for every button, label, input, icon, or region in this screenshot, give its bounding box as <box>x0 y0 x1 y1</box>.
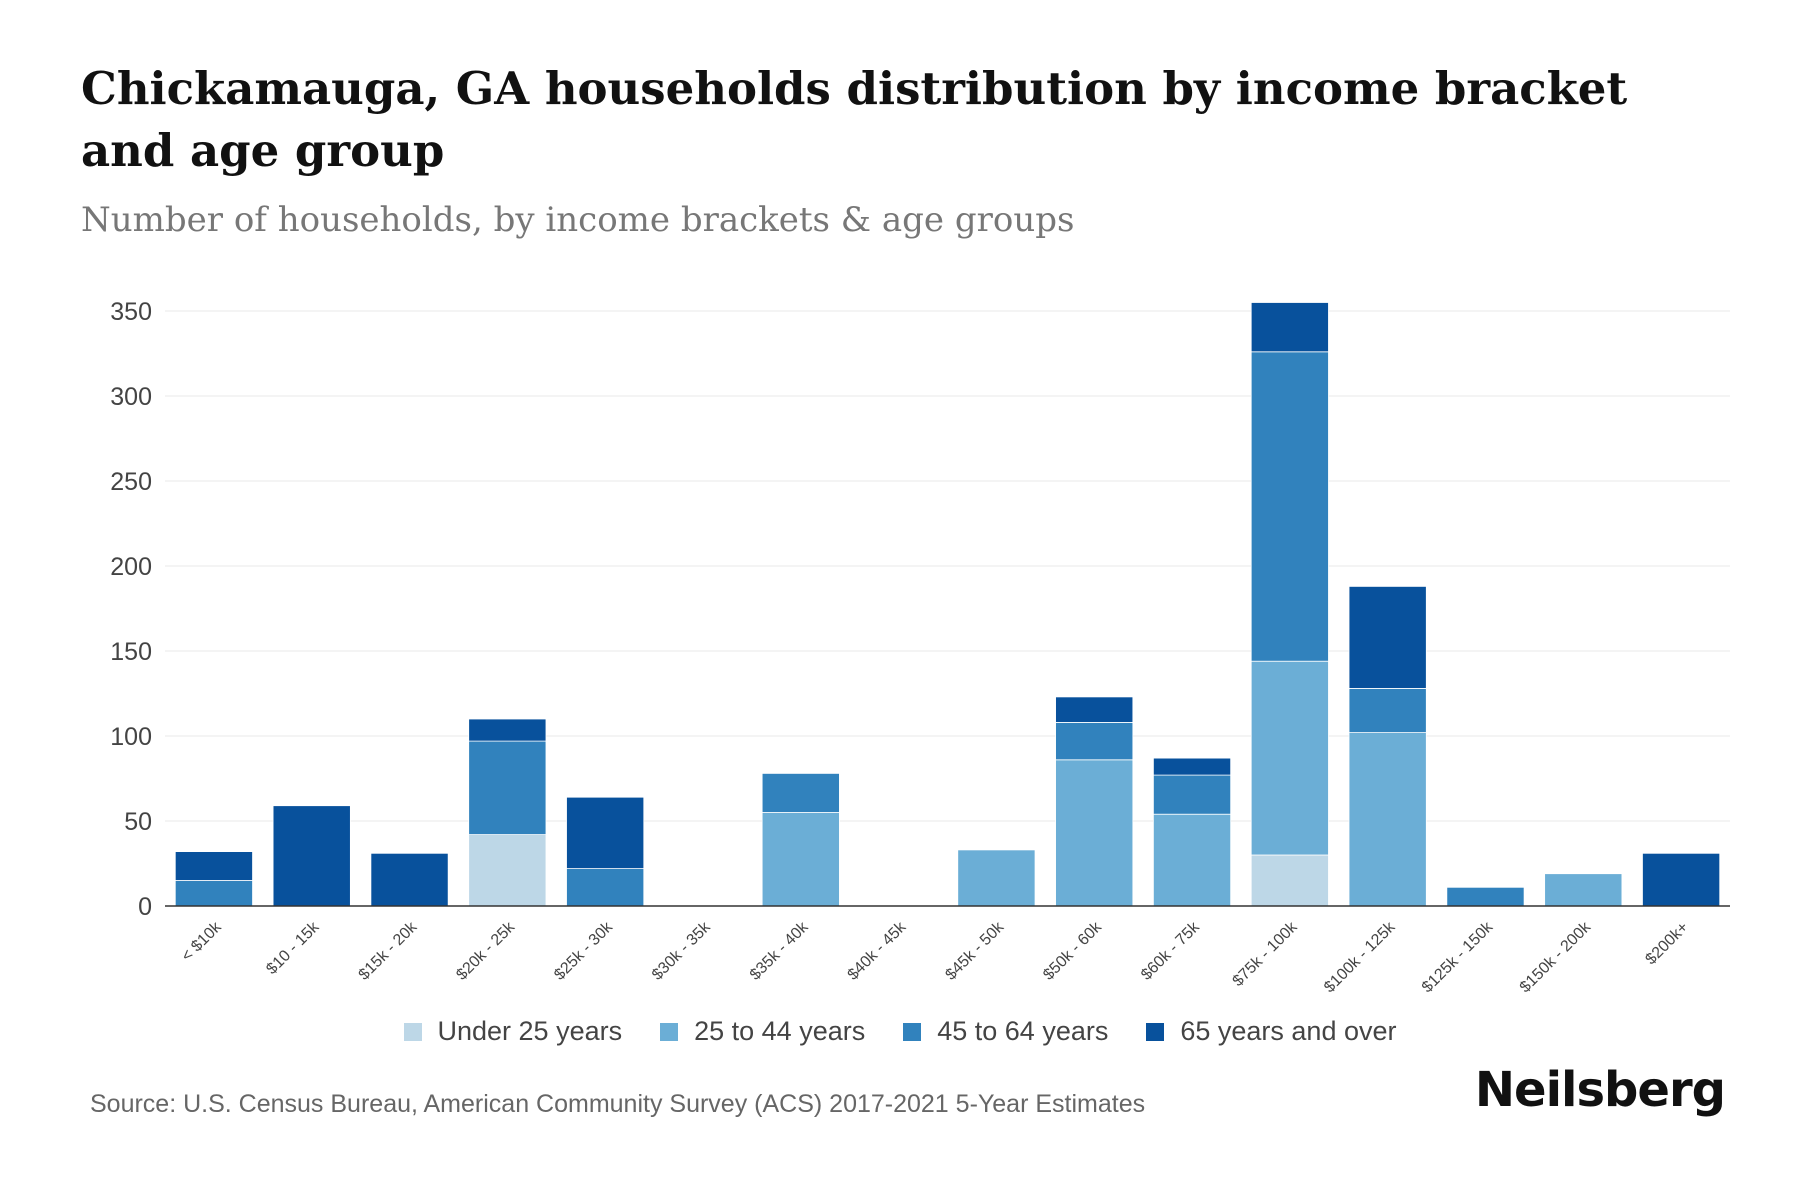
bar-segment <box>468 834 547 907</box>
legend-swatch <box>403 1022 422 1041</box>
x-tick-label: $75k - 100k <box>1230 918 1302 990</box>
y-tick-label: 350 <box>110 298 152 326</box>
bar-segment <box>1544 873 1623 907</box>
bar-segment <box>1055 722 1134 761</box>
x-tick-label: $25k - 30k <box>551 918 617 984</box>
bar-segment <box>370 852 449 907</box>
y-tick-label: 300 <box>110 383 152 411</box>
legend-label: Under 25 years <box>437 1016 623 1046</box>
bar-segment <box>1250 660 1329 856</box>
legend-item: 45 to 64 years <box>903 1016 1108 1047</box>
legend-swatch <box>660 1022 679 1041</box>
x-tick-label: $60k - 75k <box>1138 918 1204 984</box>
y-axis-ticks: 0 50 100 150 200 250 300 350 <box>110 298 152 921</box>
bar-segment <box>1250 302 1329 353</box>
bar-segment <box>1152 813 1232 907</box>
bar-segment <box>1055 759 1134 907</box>
x-tick-label: $35k - 40k <box>747 918 813 984</box>
bar-segment <box>1152 757 1232 776</box>
bar-segment <box>1446 886 1525 907</box>
x-tick-label: $150k - 200k <box>1517 918 1595 996</box>
legend-item: Under 25 years <box>403 1016 623 1047</box>
x-tick-label: $40k - 45k <box>845 918 911 984</box>
x-tick-label: $125k - 150k <box>1419 918 1497 996</box>
legend-swatch <box>903 1022 922 1041</box>
x-tick-label: $15k - 20k <box>356 918 422 984</box>
bar-segment <box>272 805 351 907</box>
bar-segment <box>174 880 253 907</box>
y-tick-label: 200 <box>110 553 152 581</box>
x-axis-ticks: < $10k $10 - 15k $15k - 20k $20k - 25k $25k … <box>178 918 1691 996</box>
x-tick-label: $45k - 50k <box>942 918 1008 984</box>
bar-segment <box>1348 688 1427 734</box>
bar-segment <box>566 796 645 870</box>
bar-segment <box>468 718 547 742</box>
bar-segment <box>468 740 547 835</box>
y-tick-label: 50 <box>124 808 152 836</box>
legend: Under 25 years 25 to 44 years 45 to 64 yea… <box>0 1016 1800 1047</box>
legend-label: 65 years and over <box>1180 1016 1397 1046</box>
x-tick-label: $10 - 15k <box>263 918 323 978</box>
legend-label: 45 to 64 years <box>937 1016 1109 1046</box>
stacked-bar-chart: 0 50 100 150 200 250 300 350 < $10k $10 - 15k $15… <box>110 298 1730 996</box>
bar-segment <box>566 868 645 907</box>
x-tick-label: $30k - 35k <box>649 918 715 984</box>
bar-segment <box>761 773 840 813</box>
y-tick-label: 100 <box>110 723 152 751</box>
bar-segment <box>174 851 253 881</box>
bar-segment <box>1152 774 1232 815</box>
y-tick-label: 150 <box>110 638 152 666</box>
gridlines <box>165 310 1730 822</box>
bar-segment <box>957 849 1036 907</box>
x-tick-label: $20k - 25k <box>453 918 519 984</box>
bar-segment <box>761 812 840 907</box>
bar-segment <box>1055 696 1134 723</box>
neilsberg-logo: Neilsberg <box>1474 1062 1726 1118</box>
x-tick-label: $50k - 60k <box>1040 918 1106 984</box>
y-tick-label: 0 <box>138 893 152 921</box>
bar-segment <box>1642 852 1721 907</box>
legend-item: 25 to 44 years <box>660 1016 865 1047</box>
legend-item: 65 years and over <box>1146 1016 1397 1047</box>
x-tick-label: $200k+ <box>1642 919 1691 968</box>
chart-title: Chickamauga, GA households distribution … <box>81 62 1628 177</box>
x-tick-label: < $10k <box>178 918 225 965</box>
bar-segment <box>1348 732 1427 907</box>
bar-segment <box>1250 854 1329 907</box>
legend-swatch <box>1146 1022 1165 1041</box>
bar-segment <box>1250 351 1329 662</box>
y-tick-label: 250 <box>110 468 152 496</box>
source-note: Source: U.S. Census Bureau, American Com… <box>90 1090 1146 1118</box>
chart-subtitle: Number of households, by income brackets… <box>81 200 1075 240</box>
legend-label: 25 to 44 years <box>694 1016 866 1046</box>
bars <box>174 302 1721 907</box>
x-tick-label: $100k - 125k <box>1321 918 1399 996</box>
bar-segment <box>1348 586 1427 689</box>
